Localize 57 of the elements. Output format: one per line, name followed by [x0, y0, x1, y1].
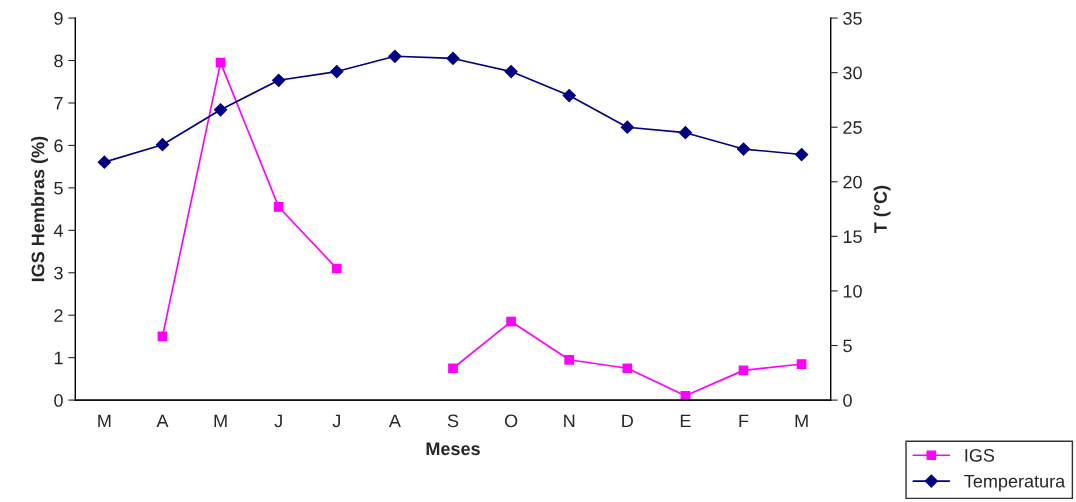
y-tick-label: 0 [54, 394, 63, 407]
point [678, 126, 693, 140]
x-tick-label: J [274, 414, 282, 428]
x-tick-label: E [680, 414, 691, 428]
point [215, 57, 226, 68]
point [622, 363, 633, 374]
x-tick-label: M [795, 414, 808, 428]
point [506, 316, 516, 327]
point [736, 142, 751, 156]
x-tick-label: S [447, 414, 459, 428]
y-axis-title: IGS Hembras (%) [31, 136, 48, 282]
y-tick-label: 7 [54, 97, 63, 110]
x-tick-label: J [332, 414, 340, 428]
point [272, 73, 286, 87]
point [97, 155, 111, 169]
legend-label: Temperatura [964, 475, 1066, 492]
legend-label: IGS [965, 448, 995, 462]
point [620, 120, 634, 134]
point [504, 64, 518, 79]
point [796, 359, 807, 369]
point [388, 49, 402, 63]
y2-tick-label: 15 [843, 230, 862, 244]
y-tick-label: 1 [54, 351, 63, 365]
y2-tick-label: 5 [843, 339, 852, 353]
y2-tick-label: 10 [843, 284, 862, 298]
y2-tick-label: 0 [843, 394, 852, 407]
y-tick-label: 8 [54, 54, 63, 68]
y-tick-label: 9 [54, 12, 63, 25]
y2-axis-title: T (°C) [873, 185, 891, 234]
point [213, 103, 228, 117]
point [330, 64, 344, 79]
point [273, 202, 284, 212]
y2-tick-label: 30 [843, 66, 862, 80]
y-tick-label: 6 [54, 139, 63, 153]
point [331, 263, 342, 274]
y-tick-label: 4 [53, 224, 63, 237]
y2-tick-label: 25 [843, 121, 862, 134]
y2-tick-label: 20 [843, 175, 862, 189]
point [446, 51, 460, 66]
x-tick-label: M [98, 414, 111, 428]
x-tick-label: N [564, 414, 575, 428]
x-tick-label: A [388, 414, 401, 428]
point [448, 363, 458, 374]
x-tick-label: M [214, 414, 227, 428]
x-tick-label: A [156, 414, 169, 428]
y-tick-label: 2 [54, 309, 63, 322]
y2-tick-label: 35 [843, 12, 862, 25]
point [155, 138, 170, 152]
point [795, 147, 809, 162]
x-tick-label: D [622, 414, 633, 428]
x-axis-title: Meses [426, 442, 480, 456]
x-tick-label: O [504, 414, 518, 428]
x-tick-label: F [739, 414, 749, 428]
point [562, 88, 576, 103]
y-tick-label: 5 [54, 181, 63, 195]
point [564, 354, 575, 365]
y-tick-label: 3 [54, 266, 63, 280]
